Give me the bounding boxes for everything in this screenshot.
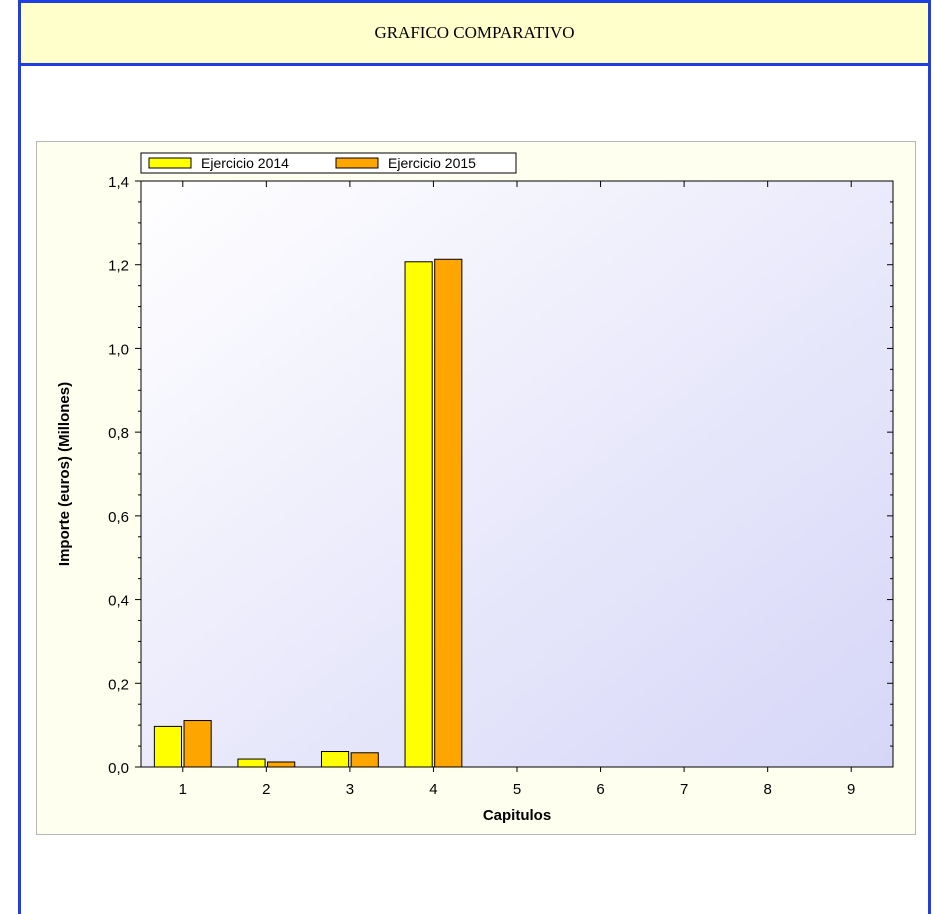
y-tick-label: 1,2 <box>108 258 129 275</box>
bar-ejercicio-2014-3 <box>320 751 350 768</box>
chart-panel: 0,0 0,2 0,4 0,6 0,8 1,0 1,2 1,4 1 2 3 4 5 6 7 8 9 Ejerci… <box>36 141 916 835</box>
bar-chart: 0,0 0,2 0,4 0,6 0,8 1,0 1,2 1,4 1 2 3 4 5 6 7 8 9 Ejerci… <box>56 152 894 824</box>
x-axis-label: Capitulos <box>483 807 551 824</box>
x-tick-label: 4 <box>429 781 437 798</box>
x-tick-label: 5 <box>513 781 521 798</box>
bar-ejercicio-2015-2 <box>267 761 296 768</box>
y-tick-label: 0,6 <box>108 509 129 526</box>
legend-swatch <box>148 157 192 169</box>
page-title: GRAFICO COMPARATIVO <box>374 23 575 42</box>
legend-label: Ejercicio 2015 <box>388 155 476 171</box>
bar-ejercicio-2014-4 <box>404 261 433 768</box>
y-tick-label: 1,0 <box>108 341 129 358</box>
bar-ejercicio-2015-1 <box>183 720 212 768</box>
bar-ejercicio-2014-2 <box>237 758 266 768</box>
y-tick-label: 0,0 <box>108 760 129 777</box>
y-tick-label: 0,2 <box>108 676 129 693</box>
legend <box>140 152 517 174</box>
y-tick-label: 1,4 <box>108 174 129 191</box>
y-axis-label: Importe (euros) (Millones) <box>56 382 73 566</box>
plot-area <box>140 180 894 768</box>
report-header: GRAFICO COMPARATIVO <box>21 3 928 66</box>
x-tick-label: 2 <box>262 781 270 798</box>
x-tick-label: 9 <box>847 781 855 798</box>
bar-ejercicio-2015-4 <box>434 258 463 768</box>
x-tick-label: 3 <box>346 781 354 798</box>
x-tick-label: 6 <box>596 781 604 798</box>
bar-ejercicio-2014-1 <box>153 725 183 768</box>
y-tick-label: 0,8 <box>108 425 129 442</box>
x-tick-label: 1 <box>179 781 187 798</box>
legend-label: Ejercicio 2014 <box>201 155 289 171</box>
x-tick-label: 7 <box>680 781 688 798</box>
x-tick-label: 8 <box>763 781 771 798</box>
report-frame: GRAFICO COMPARATIVO 0,0 0,2 0,4 0,6 0,8 1,0 1,… <box>18 0 931 914</box>
bar-ejercicio-2015-3 <box>350 752 379 768</box>
y-tick-label: 0,4 <box>108 593 129 610</box>
legend-swatch <box>335 157 379 169</box>
